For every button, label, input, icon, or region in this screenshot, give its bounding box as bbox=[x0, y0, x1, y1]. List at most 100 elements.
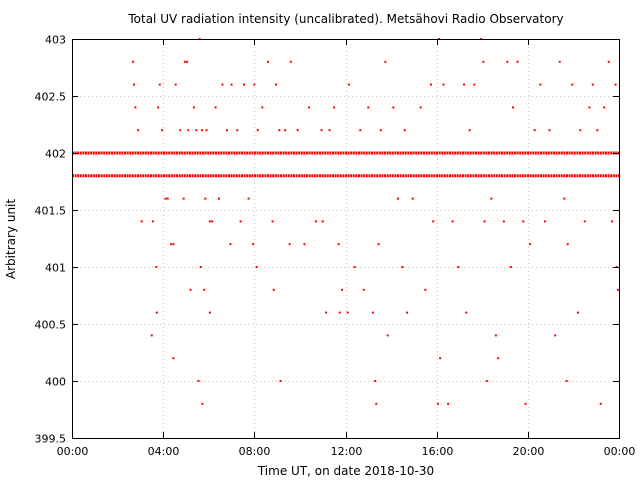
data-point bbox=[158, 83, 161, 86]
data-point bbox=[197, 380, 200, 382]
data-point bbox=[182, 197, 185, 200]
data-point bbox=[583, 220, 586, 223]
data-point bbox=[132, 83, 135, 86]
y-axis-label: Arbitrary unit bbox=[4, 199, 18, 279]
data-point bbox=[554, 334, 557, 337]
data-point bbox=[384, 60, 387, 63]
data-point bbox=[314, 220, 317, 223]
data-point bbox=[208, 311, 211, 314]
data-point bbox=[137, 129, 140, 132]
data-point bbox=[451, 220, 454, 223]
data-point bbox=[200, 129, 203, 132]
y-tick-label: 403 bbox=[45, 34, 66, 47]
data-point bbox=[566, 243, 569, 246]
data-point bbox=[247, 197, 250, 200]
data-point bbox=[271, 220, 274, 223]
data-point bbox=[179, 129, 182, 132]
data-point bbox=[576, 311, 579, 314]
data-point bbox=[157, 106, 160, 109]
data-point bbox=[229, 243, 232, 246]
data-point bbox=[289, 60, 292, 63]
data-point bbox=[205, 129, 208, 132]
data-point bbox=[579, 129, 582, 132]
data-point bbox=[607, 60, 610, 63]
data-point bbox=[614, 83, 617, 86]
data-point bbox=[533, 129, 536, 132]
data-point bbox=[374, 380, 377, 382]
data-point bbox=[230, 83, 233, 86]
data-point bbox=[571, 83, 574, 86]
data-point bbox=[278, 129, 281, 132]
data-point bbox=[558, 60, 561, 63]
data-point bbox=[524, 402, 527, 405]
data-point bbox=[494, 334, 497, 337]
data-point bbox=[403, 129, 406, 132]
data-point bbox=[204, 197, 207, 200]
data-point bbox=[565, 380, 568, 382]
data-point bbox=[272, 288, 275, 291]
data-point bbox=[328, 129, 331, 132]
data-point bbox=[483, 220, 486, 223]
data-point bbox=[333, 106, 336, 109]
data-point bbox=[239, 220, 242, 223]
data-point bbox=[436, 402, 439, 405]
data-point bbox=[473, 83, 476, 86]
axis-ticks: 00:00 04:00 08:00 12:00 16:00 20:00 00:00399.5… bbox=[35, 34, 636, 459]
data-point bbox=[161, 129, 164, 132]
data-point bbox=[134, 106, 137, 109]
chart-title: Total UV radiation intensity (uncalibrat… bbox=[127, 12, 563, 26]
data-point bbox=[288, 243, 291, 246]
data-point bbox=[132, 60, 135, 63]
data-point bbox=[256, 129, 259, 132]
data-point bbox=[543, 220, 546, 223]
data-point bbox=[140, 220, 143, 223]
data-point bbox=[267, 60, 270, 63]
data-point bbox=[166, 197, 169, 200]
data-point bbox=[603, 106, 606, 109]
grid-lines bbox=[72, 39, 619, 438]
data-point bbox=[201, 402, 204, 405]
data-point bbox=[539, 83, 542, 86]
data-point bbox=[439, 357, 442, 360]
data-point bbox=[255, 266, 258, 268]
data-point bbox=[429, 83, 432, 86]
data-point bbox=[616, 288, 619, 291]
data-point bbox=[211, 220, 214, 223]
data-point bbox=[406, 311, 409, 314]
data-point bbox=[482, 60, 485, 63]
data-point bbox=[203, 288, 206, 291]
data-point bbox=[189, 288, 192, 291]
data-point bbox=[371, 311, 374, 314]
data-point bbox=[253, 83, 256, 86]
data-point bbox=[588, 106, 591, 109]
data-point bbox=[303, 243, 306, 246]
data-point bbox=[465, 311, 468, 314]
data-point bbox=[563, 197, 566, 200]
data-point bbox=[151, 220, 154, 223]
data-point bbox=[236, 129, 239, 132]
data-point bbox=[187, 129, 190, 132]
y-tick-label: 400 bbox=[45, 376, 66, 389]
data-point bbox=[468, 129, 471, 132]
data-point bbox=[225, 129, 228, 132]
data-point bbox=[261, 106, 264, 109]
data-point bbox=[186, 60, 189, 63]
data-point bbox=[347, 83, 350, 86]
data-point bbox=[522, 220, 525, 223]
data-point bbox=[596, 129, 599, 132]
data-points bbox=[72, 38, 619, 405]
data-point bbox=[392, 106, 395, 109]
data-point bbox=[172, 243, 175, 246]
data-point bbox=[386, 334, 389, 337]
x-axis-label: Time UT, on date 2018-10-30 bbox=[257, 464, 434, 478]
x-tick-label: 04:00 bbox=[148, 445, 180, 458]
data-point bbox=[337, 243, 340, 246]
data-point bbox=[516, 60, 519, 63]
y-tick-label: 402 bbox=[45, 148, 66, 161]
data-point bbox=[502, 220, 505, 223]
data-point bbox=[509, 266, 512, 268]
y-tick-label: 401 bbox=[45, 262, 66, 275]
data-point bbox=[512, 106, 515, 109]
data-point bbox=[497, 357, 500, 360]
data-point bbox=[195, 129, 198, 132]
